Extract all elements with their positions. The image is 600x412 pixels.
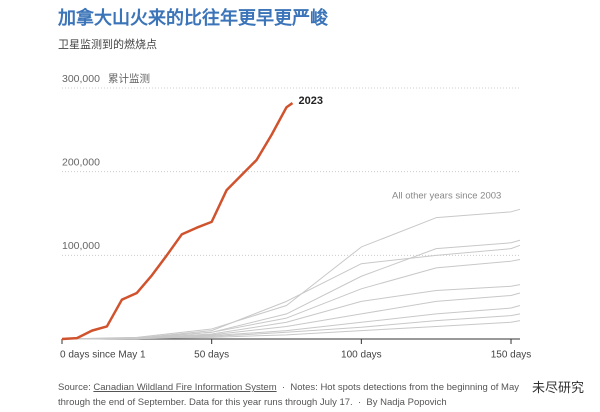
line xyxy=(61,244,521,340)
watermark: 未尽研究 xyxy=(527,376,588,397)
line xyxy=(61,313,521,340)
chart-title: 加拿大山火来的比往年更早更严峻 xyxy=(57,7,329,28)
byline: By Nadja Popovich xyxy=(366,397,447,408)
annotation: All other years since 2003 xyxy=(392,191,501,202)
footer: Source: Canadian Wildland Fire Informati… xyxy=(58,380,528,410)
separator: · xyxy=(357,397,362,408)
y-tick-label: 200,000 xyxy=(62,156,100,168)
source-label: Source: xyxy=(58,382,91,393)
highlight-line xyxy=(61,102,294,341)
separator: · xyxy=(281,382,286,393)
notes: Notes: Hot spots detections from the beg… xyxy=(58,382,519,408)
x-tick-label: 0 days since May 1 xyxy=(60,350,146,361)
source-link[interactable]: Canadian Wildland Fire Information Syste… xyxy=(93,382,277,393)
line xyxy=(61,320,521,340)
x-tick-label: 150 days xyxy=(491,350,532,361)
x-tick-label: 50 days xyxy=(194,350,229,361)
x-tick-label: 100 days xyxy=(341,350,382,361)
y-tick-label: 100,000 xyxy=(62,240,100,252)
y-axis-label: 累计监测 xyxy=(108,72,150,85)
series-label: 2023 xyxy=(298,95,322,107)
line xyxy=(61,305,521,340)
chart-subtitle: 卫星监测到的燃烧点 xyxy=(58,37,157,51)
line xyxy=(61,208,521,340)
y-tick-label: 300,000 xyxy=(62,73,100,85)
